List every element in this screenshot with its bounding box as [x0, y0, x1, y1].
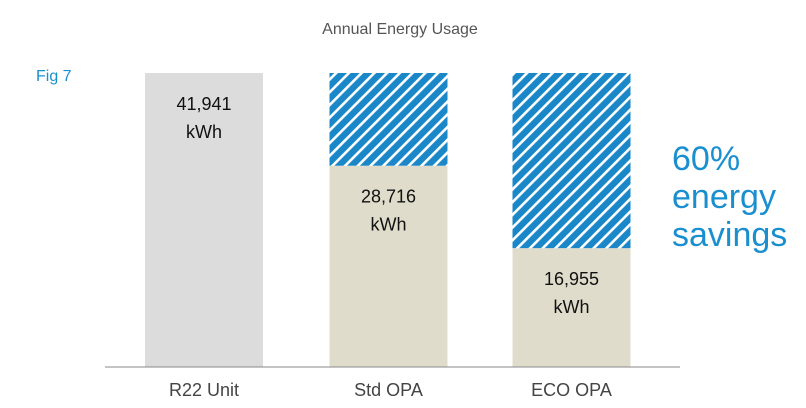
value-unit: kWh	[371, 214, 407, 234]
value-label: 28,716	[361, 186, 416, 206]
bar	[512, 248, 631, 367]
annotation: 60%	[672, 140, 740, 178]
x-tick-label: R22 Unit	[169, 380, 239, 400]
bar	[145, 73, 263, 367]
value-label: 41,941	[176, 94, 231, 114]
annotation: savings	[672, 216, 787, 254]
value-unit: kWh	[554, 297, 590, 317]
savings-segment	[512, 73, 631, 249]
value-label: 16,955	[544, 269, 599, 289]
bar	[329, 165, 448, 367]
chart-title: Annual Energy Usage	[322, 21, 478, 38]
value-unit: kWh	[186, 122, 222, 142]
x-tick-label: ECO OPA	[531, 380, 612, 400]
annotation: energy	[672, 178, 776, 216]
savings-segment	[329, 73, 448, 166]
x-tick-label: Std OPA	[354, 380, 423, 400]
figure-label: Fig 7	[36, 68, 72, 85]
